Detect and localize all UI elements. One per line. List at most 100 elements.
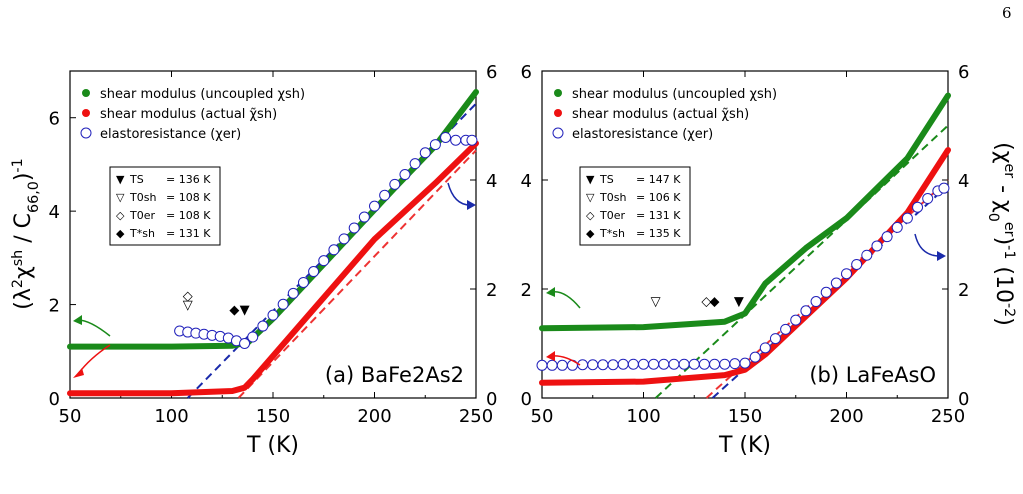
elastoresistance-point-b bbox=[546, 359, 558, 371]
elastoresistance-point-b bbox=[901, 212, 913, 224]
info-label-a: TS bbox=[129, 173, 144, 186]
transition-marker-b: ▼ bbox=[734, 294, 744, 309]
elastoresistance-point-a bbox=[450, 134, 462, 146]
elastoresistance-point-b bbox=[851, 258, 863, 270]
y-tick-label-a-0: 0 bbox=[49, 389, 60, 410]
elastoresistance-point-a bbox=[338, 233, 350, 245]
elastoresistance-point-a bbox=[358, 211, 370, 223]
elastoresistance-point-b bbox=[668, 358, 680, 370]
transition-marker-a: ▽ bbox=[183, 298, 193, 313]
elastoresistance-point-a bbox=[429, 139, 441, 151]
elastoresistance-point-a bbox=[308, 266, 320, 278]
info-label-b: TS bbox=[599, 173, 614, 186]
legend-label-green-b: shear modulus (uncoupled χsh) bbox=[572, 87, 777, 102]
y-tick-label-b-6: 6 bbox=[521, 62, 532, 83]
x-axis-label-b: T (K) bbox=[718, 433, 771, 458]
info-value-b: = 135 K bbox=[636, 227, 681, 240]
transition-marker-a: ◇ bbox=[183, 289, 193, 304]
legend-label-circle-b: elastoresistance (χer) bbox=[572, 127, 713, 142]
elastoresistance-point-b bbox=[607, 359, 619, 371]
y-tick-label-a-2: 2 bbox=[49, 296, 60, 317]
transition-marker-b: ▽ bbox=[651, 294, 661, 309]
elastoresistance-point-a bbox=[247, 331, 259, 343]
elastoresistance-point-b bbox=[688, 358, 700, 370]
actual-curve-a bbox=[67, 140, 479, 397]
y2-tick-label-b-2: 2 bbox=[958, 280, 969, 301]
info-value-a: = 131 K bbox=[166, 227, 211, 240]
elastoresistance-point-b bbox=[759, 342, 771, 354]
elastoresistance-point-a bbox=[257, 320, 269, 332]
elastoresistance-point-b bbox=[719, 358, 731, 370]
elastoresistance-point-b bbox=[698, 358, 710, 370]
x-tick-label-b-200: 200 bbox=[829, 406, 863, 427]
legend-label-circle-a: elastoresistance (χer) bbox=[100, 127, 241, 142]
info-value-a: = 108 K bbox=[166, 191, 211, 204]
info-label-b: T*sh bbox=[599, 227, 625, 240]
info-box-b bbox=[579, 166, 691, 246]
info-symbol-b: ◇ bbox=[586, 209, 595, 222]
elastoresistance-point-a bbox=[239, 338, 251, 349]
elastoresistance-point-b bbox=[938, 182, 950, 194]
elastoresistance-point-b bbox=[658, 358, 670, 370]
legend-marker-green-b bbox=[554, 89, 562, 97]
elastoresistance-point-b bbox=[678, 358, 690, 370]
elastoresistance-point-a bbox=[419, 147, 431, 159]
x-tick-label-b-150: 150 bbox=[728, 406, 762, 427]
y-tick-label-a-6: 6 bbox=[49, 109, 60, 130]
y2-tick-label-b-0: 0 bbox=[958, 389, 969, 410]
fit-line-red-a bbox=[237, 149, 477, 399]
info-symbol-b: ▼ bbox=[586, 173, 595, 186]
elastoresistance-point-a bbox=[389, 178, 401, 190]
elastoresistance-point-a bbox=[287, 287, 299, 299]
info-label-a: T*sh bbox=[129, 227, 155, 240]
info-symbol-a: ◇ bbox=[116, 209, 125, 222]
elastoresistance-point-b bbox=[556, 359, 568, 371]
info-label-a: T0sh bbox=[129, 191, 156, 204]
indicator-arrowhead-a bbox=[467, 200, 476, 210]
y2-tick-label-a-2: 2 bbox=[486, 280, 497, 301]
x-tick-label-a-50: 50 bbox=[59, 406, 82, 427]
y-tick-label-b-0: 0 bbox=[521, 389, 532, 410]
indicator-arrow-b bbox=[551, 291, 581, 309]
indicator-arrowhead-b bbox=[546, 287, 555, 297]
elastoresistance-point-b bbox=[800, 305, 812, 317]
x-tick-label-a-200: 200 bbox=[357, 406, 391, 427]
info-value-b: = 147 K bbox=[636, 173, 681, 186]
elastoresistance-point-b bbox=[638, 358, 649, 370]
elastoresistance-point-b bbox=[810, 296, 822, 308]
x-tick-label-b-100: 100 bbox=[626, 406, 660, 427]
indicator-arrowhead-a bbox=[73, 368, 84, 378]
x-tick-label-b-250: 250 bbox=[931, 406, 965, 427]
elastoresistance-point-a bbox=[369, 200, 380, 212]
indicator-arrow-a bbox=[77, 319, 111, 337]
elastoresistance-point-b bbox=[841, 268, 852, 280]
info-label-a: T0er bbox=[129, 209, 155, 222]
elastoresistance-point-b bbox=[648, 358, 660, 370]
indicator-arrowhead-b bbox=[546, 351, 555, 361]
elastoresistance-point-b bbox=[891, 221, 903, 233]
legend-marker-red-a bbox=[82, 109, 90, 117]
info-symbol-a: ▽ bbox=[116, 191, 125, 204]
indicator-arrowhead-a bbox=[73, 315, 82, 325]
info-symbol-b: ◆ bbox=[586, 227, 595, 240]
legend-marker-green-a bbox=[82, 89, 90, 97]
info-value-b: = 131 K bbox=[636, 209, 681, 222]
elastoresistance-point-b bbox=[881, 231, 893, 243]
elastoresistance-point-b bbox=[749, 351, 761, 363]
elastoresistance-point-b bbox=[922, 193, 934, 205]
elastoresistance-point-b bbox=[861, 249, 873, 261]
elastoresistance-point-a bbox=[379, 189, 391, 201]
elastoresistance-point-b bbox=[729, 358, 741, 370]
y2-tick-label-a-0: 0 bbox=[486, 389, 497, 410]
elastoresistance-point-b bbox=[912, 201, 924, 213]
x-tick-label-a-250: 250 bbox=[459, 406, 493, 427]
elastoresistance-point-a bbox=[440, 131, 452, 143]
elastoresistance-point-b bbox=[830, 277, 842, 289]
info-label-b: T0sh bbox=[599, 191, 626, 204]
elastoresistance-point-b bbox=[627, 358, 639, 370]
elastoresistance-point-a bbox=[328, 244, 340, 256]
indicator-arrowhead-b bbox=[937, 251, 946, 261]
info-box-a bbox=[109, 166, 221, 246]
y2-tick-label-a-4: 4 bbox=[486, 171, 497, 192]
